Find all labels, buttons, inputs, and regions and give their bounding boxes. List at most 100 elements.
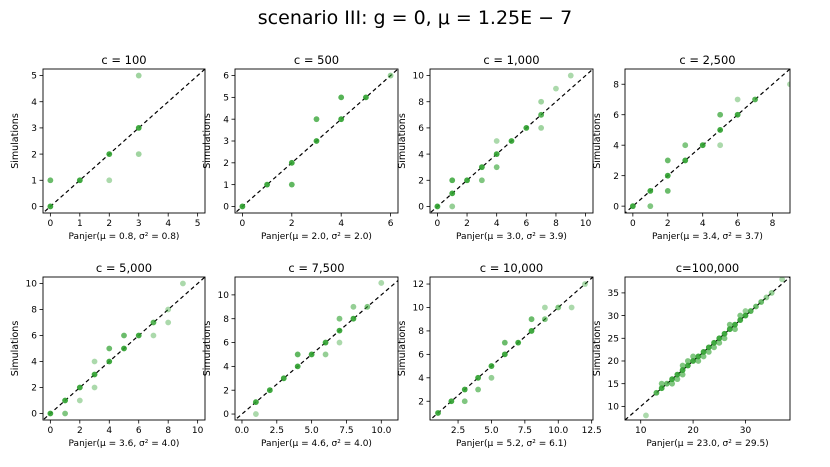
data-point [699,142,706,149]
data-point [716,339,723,346]
data-point [669,380,676,387]
data-point [378,280,385,286]
panel-frame [429,276,594,421]
x-axis-label: Panjer(μ = 0.8, σ² = 0.8) [69,232,180,242]
x-tick-label: 0.0 [235,426,250,436]
data-point [280,375,287,382]
data-point [449,190,456,197]
data-point [266,387,273,394]
data-point [313,138,320,144]
panel-8: 10 20 30 10 15 20 25 30 35 c=100,000 Panjer(μ = 23… [592,261,791,449]
data-point [62,397,68,404]
x-tick-label: 4 [700,219,706,229]
data-point [252,411,259,417]
data-point [747,308,754,314]
x-tick-label: 0 [47,426,53,436]
y-tick-label: 4 [418,150,424,160]
data-point [567,72,574,79]
data-point [679,371,686,378]
x-tick-label: 2 [464,219,470,229]
x-axis-label: Panjer(μ = 4.6, σ² = 4.0) [261,439,372,449]
panel-2: 0 2 4 6 0 1 2 3 4 5 6 c = 500 Panjer(μ = 2.0, σ² = 2… [202,53,399,242]
data-point [555,304,562,311]
data-point [180,280,186,287]
data-point [350,315,357,322]
data-point [294,363,301,370]
data-point [47,203,54,210]
data-point [264,181,271,188]
data-point [322,339,329,346]
x-tick-label: 2 [289,219,295,229]
data-point [493,164,500,171]
data-point [150,332,157,339]
y-tick-label: 10 [413,304,425,314]
y-tick-label: 8 [223,315,229,325]
y-tick-label: 4 [418,374,424,384]
data-point [434,203,441,210]
x-tick-label: 6 [136,426,142,436]
data-point [62,410,68,417]
diagonal-line [625,277,790,420]
data-point [742,312,749,319]
data-point [350,303,357,310]
data-point [76,177,83,184]
y-axis-label: Simulations [397,321,408,377]
data-point [568,304,575,311]
data-point [523,125,530,131]
data-point [91,384,98,391]
data-point [753,303,759,310]
x-tick-label: 2 [77,426,83,436]
y-tick-label: 10 [26,280,38,290]
y-tick-label: 8 [418,98,424,108]
data-point [121,345,127,352]
x-axis-label: Panjer(μ = 3.0, σ² = 3.9) [456,232,567,242]
x-tick-label: 0 [240,219,246,229]
y-tick-label: 6 [31,332,37,342]
panel-title: c=100,000 [676,261,740,275]
x-tick-label: 6 [388,219,394,229]
x-tick-label: 7.5 [518,426,532,436]
data-point [387,72,394,79]
data-point [493,138,500,144]
data-point [313,116,320,123]
data-point [742,308,749,314]
data-point [528,328,535,334]
data-point [684,362,691,369]
x-tick-label: 12.5 [582,426,602,436]
data-point [501,339,508,346]
data-point [449,203,456,210]
data-point [106,345,113,352]
data-point [779,277,786,283]
data-point [475,374,481,381]
data-point [647,188,654,194]
data-point [684,358,691,364]
data-point [664,157,671,164]
x-tick-label: 2.5 [270,426,284,436]
y-axis-label: Simulations [397,113,408,169]
x-tick-label: 5.0 [304,426,319,436]
data-point [461,398,468,405]
x-axis-label: Panjer(μ = 2.0, σ² = 2.0) [261,232,372,242]
y-tick-label: 0 [31,410,37,420]
x-tick-label: 8 [770,219,776,229]
data-point [47,410,54,417]
x-tick-label: 0 [435,219,441,229]
data-point [542,316,548,323]
data-point [478,164,485,171]
data-point [106,177,113,184]
data-point [121,332,127,339]
data-point [449,177,456,184]
data-point [338,116,345,123]
y-tick-label: 15 [608,380,619,390]
data-point [150,319,157,326]
figure-suptitle: scenario III: g = 0, μ = 1.25E − 7 [258,7,572,29]
data-point [288,159,295,166]
x-tick-label: 4 [165,219,171,229]
data-point [322,351,329,358]
y-axis-label: Simulations [592,321,603,377]
y-tick-label: 4 [31,358,37,368]
data-point [726,321,733,328]
y-axis-label: Simulations [10,113,21,169]
x-tick-label: 4 [338,219,344,229]
